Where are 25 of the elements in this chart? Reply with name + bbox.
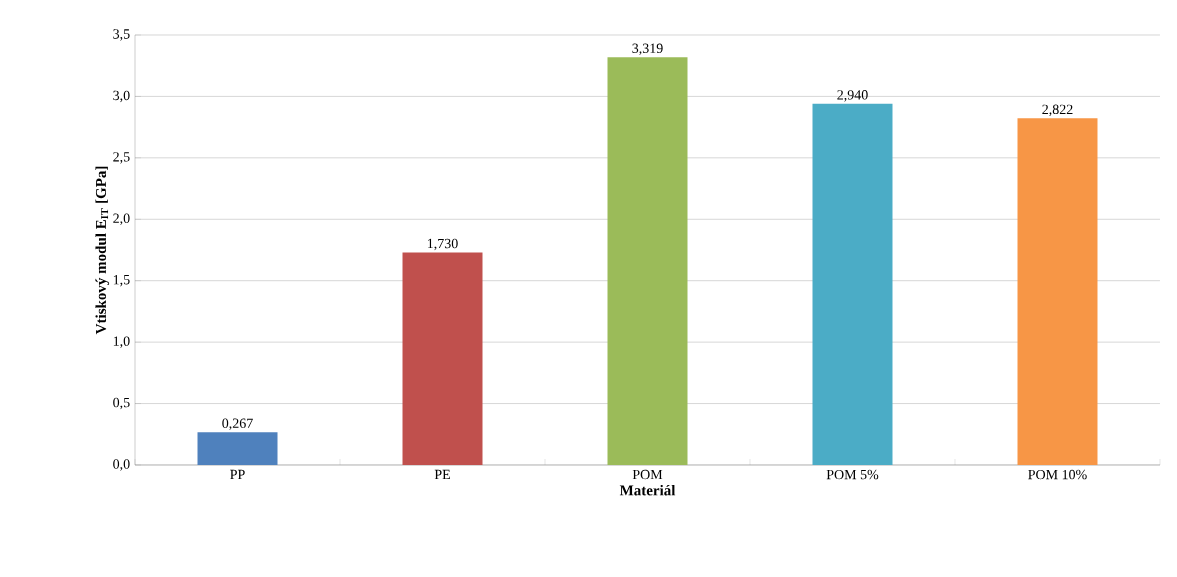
y-tick-label: 0,5	[113, 397, 130, 410]
y-tick-label: 2,5	[113, 152, 130, 164]
y-tick-label: 3,0	[113, 90, 130, 103]
x-tick-label: POM	[632, 469, 663, 480]
bar	[607, 57, 688, 465]
data-label: 3,319	[632, 43, 663, 56]
x-tick-label: PP	[230, 469, 245, 480]
x-tick-label: PE	[434, 469, 450, 480]
data-label: 0,267	[222, 418, 253, 430]
bar	[402, 252, 483, 465]
y-tick-label: 3,5	[113, 29, 130, 41]
y-tick-label: 0,0	[113, 459, 130, 471]
x-tick-label: POM 10%	[1028, 469, 1087, 480]
x-axis-title: Materiál	[619, 484, 676, 496]
y-tick-label: 1,5	[113, 274, 130, 287]
data-label: 2,822	[1042, 104, 1073, 117]
y-tick-label: 2,0	[113, 213, 130, 226]
bar	[197, 432, 278, 465]
data-label: 1,730	[427, 238, 458, 251]
bar	[1017, 118, 1098, 465]
x-tick-label: POM 5%	[826, 469, 879, 480]
bar	[812, 103, 893, 465]
y-tick-label: 1,0	[113, 336, 130, 348]
data-label: 2,940	[837, 90, 868, 102]
text: Vtiskový modul E$_{IT}$ [GPa]	[95, 166, 110, 335]
